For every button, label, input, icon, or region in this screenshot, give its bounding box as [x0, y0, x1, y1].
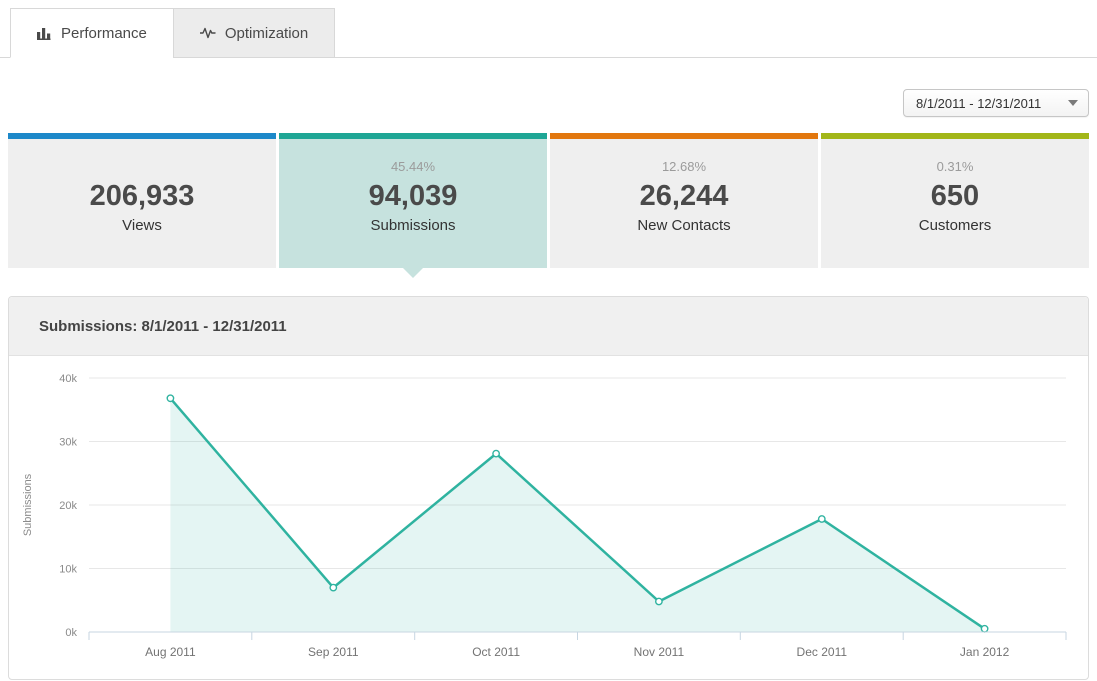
metric-card-customers[interactable]: 0.31% 650 Customers	[821, 133, 1089, 268]
svg-text:Dec 2011: Dec 2011	[797, 645, 848, 659]
submissions-area-chart: 0k 10k 20k 30k 40k Aug 2011 Sep 2011 Oct 2011 No…	[22, 373, 1067, 659]
chart-panel-body: 0k 10k 20k 30k 40k Aug 2011 Sep 2011 Oct 2011 No…	[9, 356, 1088, 679]
submissions-chart-panel: Submissions: 8/1/2011 - 12/31/2011 0k 10k…	[8, 296, 1089, 680]
metric-value: 650	[930, 180, 980, 212]
metric-label: Views	[122, 217, 162, 234]
date-range-value: 8/1/2011 - 12/31/2011	[916, 95, 1042, 111]
tab-bar: Performance Optimization	[0, 0, 1097, 58]
tab-optimization[interactable]: Optimization	[172, 8, 336, 58]
selected-card-pointer	[402, 267, 424, 278]
svg-text:10k: 10k	[59, 564, 77, 576]
metric-percent: 45.44%	[390, 159, 436, 174]
metric-card-new-contacts[interactable]: 12.68% 26,244 New Contacts	[550, 133, 818, 268]
metric-percent	[8, 159, 276, 177]
metric-color-bar	[550, 133, 818, 139]
metric-color-bar	[8, 133, 276, 139]
metric-label: New Contacts	[637, 217, 731, 234]
metric-percent: 0.31%	[936, 159, 974, 174]
svg-text:Nov 2011: Nov 2011	[634, 645, 685, 659]
svg-text:Oct 2011: Oct 2011	[472, 645, 520, 659]
metric-label: Customers	[918, 217, 992, 234]
bar-chart-icon	[37, 26, 52, 40]
chart-panel-header: Submissions: 8/1/2011 - 12/31/2011	[9, 297, 1088, 356]
svg-text:40k: 40k	[59, 373, 77, 385]
chart-panel-title: Submissions: 8/1/2011 - 12/31/2011	[39, 317, 287, 335]
metric-value: 26,244	[639, 180, 729, 212]
svg-text:0k: 0k	[65, 627, 77, 639]
date-range-row: 8/1/2011 - 12/31/2011	[8, 89, 1089, 117]
metric-percent: 12.68%	[661, 159, 707, 174]
tab-optimization-label: Optimization	[224, 24, 309, 42]
chevron-down-icon	[1068, 100, 1078, 106]
metric-value: 94,039	[368, 180, 458, 212]
metric-color-bar	[821, 133, 1089, 139]
main-content: 8/1/2011 - 12/31/2011 206,933 Views 45.4…	[0, 89, 1097, 680]
tab-performance[interactable]: Performance	[10, 8, 174, 58]
metric-card-submissions[interactable]: 45.44% 94,039 Submissions	[279, 133, 547, 278]
svg-text:Jan 2012: Jan 2012	[960, 645, 1010, 659]
metric-color-bar	[279, 133, 547, 139]
date-range-select[interactable]: 8/1/2011 - 12/31/2011	[903, 89, 1089, 117]
svg-text:Submissions: Submissions	[22, 473, 34, 536]
svg-text:Sep 2011: Sep 2011	[308, 645, 359, 659]
funnel-metrics: 206,933 Views 45.44% 94,039 Submissions …	[8, 133, 1089, 278]
svg-text:30k: 30k	[59, 437, 77, 449]
metric-value: 206,933	[89, 180, 195, 212]
tab-performance-label: Performance	[61, 24, 147, 42]
pulse-icon	[199, 26, 216, 40]
svg-text:Aug 2011: Aug 2011	[145, 645, 196, 659]
metric-card-views[interactable]: 206,933 Views	[8, 133, 276, 268]
svg-text:20k: 20k	[59, 500, 77, 512]
metric-label: Submissions	[370, 217, 456, 234]
